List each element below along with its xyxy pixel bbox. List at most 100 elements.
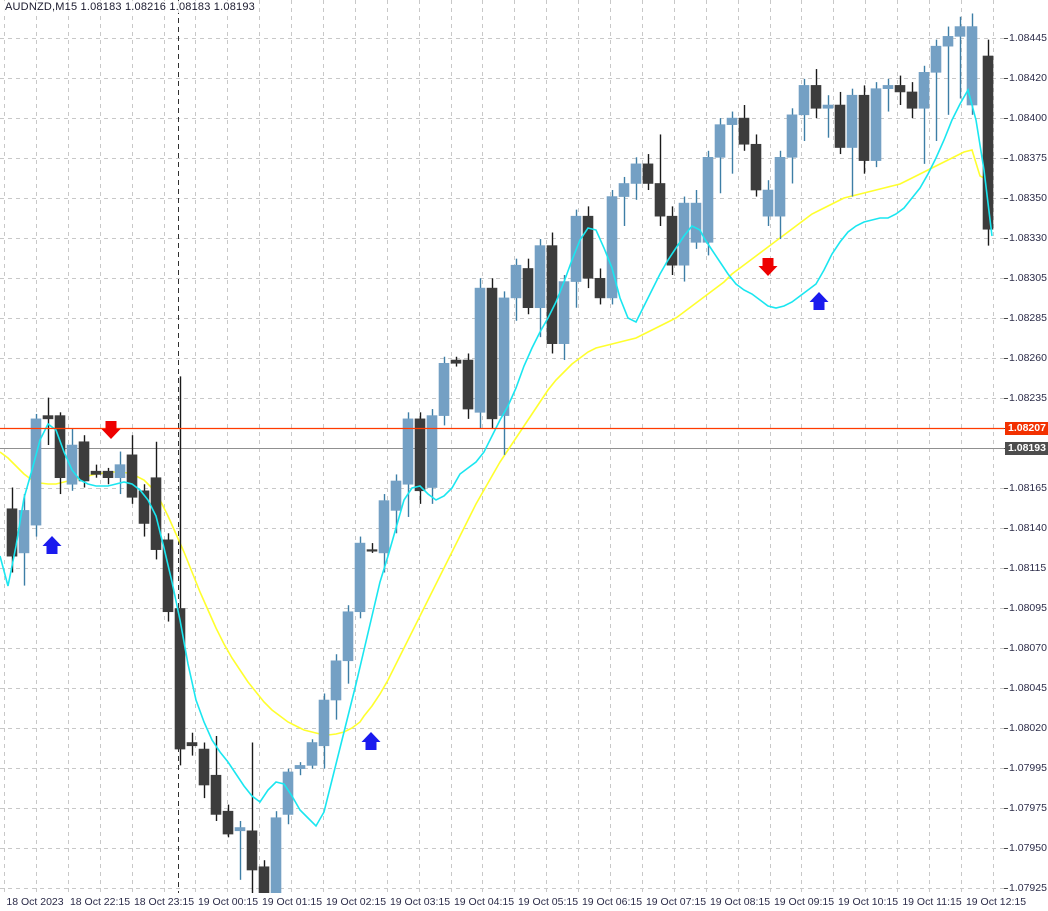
price-axis[interactable]: 1.08445 1.08420 1.08400 1.08375 1.08350 1.083… (1004, 0, 1048, 893)
candle-body (222, 810, 234, 835)
candle-body (126, 454, 138, 498)
candle-body (894, 85, 906, 93)
candle-body (822, 104, 834, 109)
candle-body (474, 287, 486, 413)
candle-body (882, 85, 894, 89)
candle-body (942, 36, 954, 47)
candle-body (762, 189, 774, 217)
candle-body (642, 163, 654, 184)
candle-body (318, 699, 330, 747)
price-tick-label: 1.07975 (1009, 802, 1047, 814)
last-price-badge: 1.08193 (1005, 442, 1048, 455)
candle-body (954, 26, 966, 37)
time-tick-label: 19 Oct 01:15 (261, 896, 323, 908)
price-tick-mark (1004, 488, 1008, 489)
price-tick-label: 1.08330 (1009, 232, 1047, 244)
candle-body (498, 297, 510, 416)
candle-body (282, 771, 294, 815)
price-tick-label: 1.07950 (1009, 842, 1047, 854)
candle-body (366, 549, 378, 552)
candle-body (774, 157, 786, 217)
time-tick-label: 18 Oct 22:15 (69, 896, 131, 908)
price-tick-mark (1004, 768, 1008, 769)
price-tick-label: 1.08305 (1009, 272, 1047, 284)
price-tick-mark (1004, 888, 1008, 889)
price-tick-label: 1.08045 (1009, 682, 1047, 694)
candle-body (870, 88, 882, 161)
candlestick-series (6, 13, 994, 893)
candle-body (666, 215, 678, 266)
candle-body (186, 742, 198, 747)
price-tick-mark (1004, 728, 1008, 729)
candle-body (750, 143, 762, 191)
candle-body (846, 94, 858, 148)
price-tick-mark (1004, 358, 1008, 359)
candle-body (810, 85, 822, 109)
price-tick-mark (1004, 278, 1008, 279)
candle-body (982, 55, 994, 230)
candle-body (150, 477, 162, 550)
price-tick-mark (1004, 608, 1008, 609)
candle-body (510, 264, 522, 299)
candle-body (690, 202, 702, 243)
candle-body (102, 470, 114, 479)
time-tick-label: 19 Oct 02:15 (325, 896, 387, 908)
price-tick-label: 1.08260 (1009, 352, 1047, 364)
candle-body (234, 827, 246, 832)
candle-body (786, 114, 798, 158)
candle-body (66, 444, 78, 485)
candle-body (246, 830, 258, 871)
time-tick-label: 19 Oct 07:15 (645, 896, 707, 908)
price-tick-mark (1004, 38, 1008, 39)
price-tick-mark (1004, 528, 1008, 529)
candle-body (270, 817, 282, 893)
time-tick-label: 19 Oct 12:15 (965, 896, 1027, 908)
candle-body (450, 359, 462, 364)
price-tick-label: 1.08420 (1009, 72, 1047, 84)
time-tick-label: 19 Oct 11:15 (902, 896, 962, 908)
candle-body (342, 611, 354, 662)
bid-price-badge: 1.08207 (1005, 422, 1048, 435)
candle-body (714, 124, 726, 158)
price-tick-mark (1004, 848, 1008, 849)
time-tick-label: 19 Oct 03:15 (389, 896, 451, 908)
price-tick-mark (1004, 808, 1008, 809)
time-tick-label: 19 Oct 10:15 (837, 896, 899, 908)
candle-body (294, 765, 306, 769)
candle-body (906, 91, 918, 109)
candle-body (138, 490, 150, 524)
time-tick-label: 19 Oct 09:15 (773, 896, 835, 908)
price-tick-label: 1.08375 (1009, 152, 1047, 164)
candle-body (486, 287, 498, 420)
candle-body (174, 608, 186, 750)
candle-body (354, 542, 366, 613)
candle-body (918, 72, 930, 109)
price-tick-label: 1.08235 (1009, 392, 1047, 404)
candle-body (78, 441, 90, 482)
price-tick-mark (1004, 198, 1008, 199)
price-tick-mark (1004, 648, 1008, 649)
candle-body (522, 268, 534, 309)
candle-body (330, 660, 342, 701)
slow-ma-line (0, 149, 989, 736)
candle-body (726, 117, 738, 125)
time-axis[interactable]: 18 Oct 2023 18 Oct 22:15 18 Oct 23:15 19 Oc… (0, 893, 1048, 911)
candle-body (42, 415, 54, 420)
chart-plot-area[interactable] (0, 0, 1004, 893)
candle-body (462, 359, 474, 410)
candle-body (378, 500, 390, 554)
sell-signal-arrow-icon (758, 258, 778, 276)
chart-canvas (0, 0, 1004, 893)
price-tick-mark (1004, 118, 1008, 119)
candle-body (198, 748, 210, 786)
candle-body (618, 183, 630, 197)
candle-body (702, 157, 714, 243)
symbol-timeframe-label: AUDNZD,M15 1.08183 1.08216 1.08183 1.081… (4, 1, 256, 13)
candle-body (438, 362, 450, 416)
fast-ma-line (0, 87, 993, 828)
time-tick-label: 19 Oct 06:15 (581, 896, 643, 908)
candle-body (654, 183, 666, 217)
candle-body (834, 104, 846, 148)
candle-body (630, 163, 642, 184)
candle-body (546, 245, 558, 344)
